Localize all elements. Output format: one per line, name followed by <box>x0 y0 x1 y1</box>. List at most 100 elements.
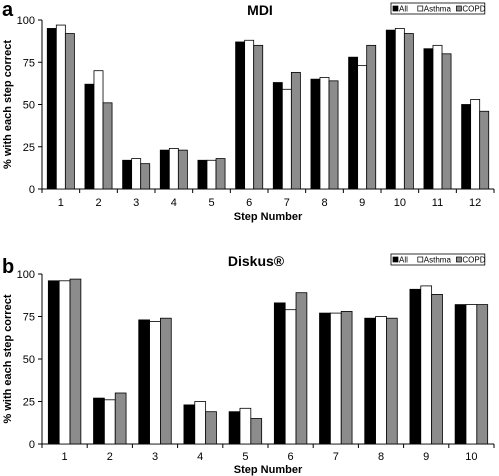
x-tick-label-a-10: 10 <box>394 197 406 209</box>
y-tick-label-b-100: 100 <box>17 269 35 281</box>
bar-b-asthma-step-2 <box>103 399 116 445</box>
y-tick-label-b-75: 75 <box>23 312 35 324</box>
bar-a-copd-step-3 <box>140 163 151 190</box>
panel-label-a: a <box>2 0 14 21</box>
legend-swatch-a-asthma <box>417 5 424 12</box>
bar-a-asthma-step-4 <box>168 148 179 190</box>
bar-a-all-step-4 <box>159 149 170 190</box>
bar-b-asthma-step-9 <box>420 285 433 445</box>
bar-b-all-step-1 <box>47 280 60 445</box>
bar-b-copd-step-10 <box>476 304 489 445</box>
bar-b-asthma-step-6 <box>284 309 297 445</box>
bar-b-copd-step-2 <box>114 392 127 445</box>
bar-a-copd-step-12 <box>479 110 490 190</box>
x-tick-label-a-5: 5 <box>208 197 214 209</box>
legend-label-b-copd: COPD <box>462 256 485 265</box>
bar-b-all-step-9 <box>409 288 422 445</box>
x-tick-label-a-11: 11 <box>432 197 443 209</box>
bar-a-asthma-step-8 <box>319 77 330 190</box>
x-tick-label-a-1: 1 <box>58 197 64 209</box>
legend-label-a-copd: COPD <box>462 5 485 14</box>
bar-a-copd-step-2 <box>102 102 113 190</box>
bar-b-asthma-step-1 <box>58 280 71 445</box>
bar-b-copd-step-4 <box>205 411 217 445</box>
bar-b-copd-step-3 <box>160 317 172 445</box>
bar-b-asthma-step-8 <box>375 316 387 445</box>
x-tick-label-b-3: 3 <box>152 451 158 463</box>
bar-a-all-step-2 <box>84 83 95 190</box>
y-tick-label-a-25: 25 <box>23 142 35 154</box>
x-tick-label-a-6: 6 <box>246 197 252 209</box>
bar-a-asthma-step-9 <box>357 65 368 190</box>
y-axis-label-a: % with each step correct <box>2 40 14 169</box>
bar-a-all-step-11 <box>423 48 434 190</box>
bar-a-copd-step-5 <box>215 158 226 190</box>
bar-a-copd-step-6 <box>253 44 264 190</box>
bar-a-copd-step-4 <box>177 149 188 190</box>
x-tick-label-a-4: 4 <box>171 197 177 209</box>
bar-a-all-step-6 <box>235 41 246 190</box>
bar-a-asthma-step-2 <box>93 70 104 190</box>
y-tick-label-a-75: 75 <box>23 57 35 69</box>
y-tick-label-a-50: 50 <box>23 100 35 112</box>
bar-a-asthma-step-7 <box>281 88 292 190</box>
bar-a-asthma-step-6 <box>244 39 255 190</box>
bar-a-asthma-step-12 <box>470 99 481 190</box>
x-tick-label-b-8: 8 <box>378 451 384 463</box>
legend-label-a-asthma: Asthma <box>424 5 452 14</box>
bar-a-all-step-10 <box>385 29 396 190</box>
x-axis-label-a: Step Number <box>234 211 303 223</box>
bar-b-copd-step-5 <box>250 418 263 445</box>
bar-a-copd-step-9 <box>366 44 377 190</box>
bar-a-all-step-1 <box>46 28 57 190</box>
bar-b-all-step-7 <box>319 312 331 445</box>
bar-b-copd-step-7 <box>340 310 353 445</box>
legend-swatch-a-copd <box>456 5 462 12</box>
bar-a-asthma-step-3 <box>131 158 142 190</box>
y-tick-label-b-0: 0 <box>29 439 35 451</box>
x-tick-label-b-10: 10 <box>465 451 477 463</box>
panel-label-b: b <box>2 256 14 278</box>
bar-a-all-step-9 <box>348 56 359 190</box>
legend-label-a-all: All <box>399 5 408 14</box>
bar-b-copd-step-1 <box>69 278 82 445</box>
x-axis-label-b: Step Number <box>234 464 303 476</box>
bar-b-all-step-8 <box>364 317 376 445</box>
bar-b-asthma-step-10 <box>465 304 478 445</box>
chart-title-b: Diskus® <box>228 253 285 269</box>
x-tick-label-a-8: 8 <box>321 197 327 209</box>
x-tick-label-b-5: 5 <box>242 451 248 463</box>
bar-a-all-step-8 <box>310 78 321 190</box>
chart-title-a: MDI <box>247 2 273 18</box>
bar-b-all-step-3 <box>138 319 150 445</box>
x-tick-label-a-3: 3 <box>133 197 139 209</box>
x-tick-label-b-9: 9 <box>423 451 429 463</box>
legend-swatch-a-all <box>392 5 399 12</box>
y-axis-label-b: % with each step correct <box>2 294 14 423</box>
legend-box-a <box>390 2 486 15</box>
legend-swatch-b-copd <box>456 256 462 263</box>
bar-a-copd-step-11 <box>441 53 452 190</box>
x-tick-label-b-7: 7 <box>333 451 339 463</box>
x-tick-label-a-12: 12 <box>469 197 481 209</box>
bar-b-asthma-step-3 <box>149 321 161 445</box>
bar-a-copd-step-10 <box>403 33 414 190</box>
bar-a-asthma-step-5 <box>206 159 217 190</box>
legend-swatch-b-asthma <box>417 256 424 263</box>
bar-a-asthma-step-10 <box>394 28 405 190</box>
bar-a-all-step-5 <box>197 159 208 190</box>
bar-b-all-step-4 <box>183 404 196 445</box>
bar-b-copd-step-8 <box>386 317 398 445</box>
bar-b-asthma-step-7 <box>329 312 342 445</box>
bar-a-all-step-12 <box>461 104 472 190</box>
y-tick-label-b-50: 50 <box>23 354 35 366</box>
legend-label-b-all: All <box>399 256 408 265</box>
y-tick-label-b-25: 25 <box>23 397 35 409</box>
legend-box-b <box>390 253 486 266</box>
bar-a-all-step-7 <box>272 82 283 190</box>
bar-b-copd-step-6 <box>295 292 308 445</box>
bar-b-all-step-6 <box>273 302 286 445</box>
bar-a-asthma-step-1 <box>55 24 66 190</box>
x-tick-label-b-2: 2 <box>107 451 113 463</box>
